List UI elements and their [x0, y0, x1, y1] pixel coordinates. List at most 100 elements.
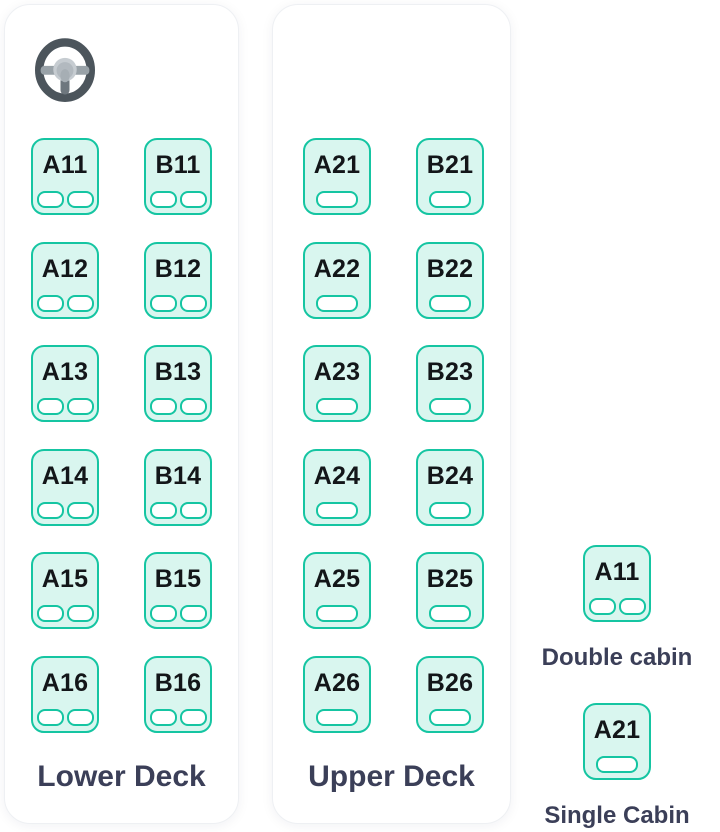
berth-pill [429, 191, 471, 208]
seat-label: B11 [155, 151, 201, 179]
seat-label: B22 [426, 254, 474, 283]
lower-deck-panel: A11 B11 A12 B12 A13 B13 A14 B14 A15 B15 A16 B16 Low… [4, 4, 239, 824]
berth-row [588, 598, 646, 615]
seat-label: A11 [594, 558, 640, 586]
seat-A13[interactable]: A13 [31, 345, 99, 422]
seat-label: A21 [313, 151, 361, 179]
berth-row [36, 501, 94, 519]
berth-row [316, 501, 358, 519]
legend-double-cabin-label: Double cabin [541, 644, 693, 671]
seat-B21[interactable]: B21 [416, 138, 484, 215]
berth-pill [316, 501, 358, 519]
berth-pill [66, 501, 94, 519]
berth-pill [36, 708, 64, 726]
seat-A22[interactable]: A22 [303, 241, 371, 319]
legend-single-cabin-label: Single Cabin [544, 802, 690, 829]
upper-deck-title: Upper Deck [308, 760, 475, 793]
seat-label: A22 [313, 254, 361, 283]
seat-label: B21 [426, 151, 474, 179]
berth-pill [179, 398, 207, 415]
berth-row [36, 294, 94, 312]
berth-row [36, 605, 94, 622]
seat-label: B16 [154, 668, 202, 697]
berth-pill [36, 501, 64, 519]
berth-pill [429, 398, 471, 415]
seat-A12[interactable]: A12 [31, 241, 99, 319]
seat-A23[interactable]: A23 [303, 345, 371, 422]
seat-A11[interactable]: A11 [31, 138, 99, 215]
berth-pill [149, 191, 177, 208]
seat-A15[interactable]: A15 [31, 552, 99, 629]
seat-A25[interactable]: A25 [303, 552, 371, 629]
seat-A24[interactable]: A24 [303, 448, 371, 526]
seat-label: B26 [426, 668, 474, 697]
seat-A11: A11 [583, 545, 651, 622]
seat-B25[interactable]: B25 [416, 552, 484, 629]
berth-row [149, 501, 207, 519]
lower-deck-title: Lower Deck [37, 760, 206, 793]
seat-label: A15 [41, 565, 89, 593]
berth-pill [316, 708, 358, 726]
seat-label: A11 [42, 151, 88, 179]
seat-label: A16 [41, 668, 89, 697]
seat-label: B25 [426, 565, 474, 593]
seat-label: B24 [426, 461, 474, 490]
seat-B12[interactable]: B12 [144, 241, 212, 319]
berth-row [316, 294, 358, 312]
berth-pill [179, 501, 207, 519]
berth-row [36, 398, 94, 415]
berth-pill [316, 398, 358, 415]
legend-single-cabin: A21 Single Cabin [537, 703, 697, 829]
berth-pill [179, 294, 207, 312]
lower-deck-seat-grid: A11 B11 A12 B12 A13 B13 A14 B14 A15 B15 A16 B16 [31, 138, 212, 733]
berth-row [149, 605, 207, 622]
berth-row [149, 191, 207, 208]
berth-pill [316, 294, 358, 312]
seat-label: B23 [426, 358, 474, 386]
seat-label: B15 [154, 565, 202, 593]
seat-label: B12 [154, 254, 202, 283]
berth-pill [66, 191, 94, 208]
berth-row [36, 708, 94, 726]
seat-A21[interactable]: A21 [303, 138, 371, 215]
seat-B16[interactable]: B16 [144, 655, 212, 733]
berth-row [149, 708, 207, 726]
berth-pill [618, 598, 646, 615]
berth-row [429, 708, 471, 726]
seat-B13[interactable]: B13 [144, 345, 212, 422]
seat-A14[interactable]: A14 [31, 448, 99, 526]
seat-label: A26 [313, 668, 361, 697]
berth-pill [36, 191, 64, 208]
seat-B22[interactable]: B22 [416, 241, 484, 319]
berth-pill [179, 191, 207, 208]
seat-A21: A21 [583, 703, 651, 780]
berth-row [429, 501, 471, 519]
berth-pill [596, 756, 638, 773]
berth-pill [429, 708, 471, 726]
berth-pill [429, 501, 471, 519]
seat-A16[interactable]: A16 [31, 655, 99, 733]
seat-B26[interactable]: B26 [416, 655, 484, 733]
berth-row [429, 398, 471, 415]
legend-single-cabin-seat-holder: A21 [537, 703, 697, 780]
berth-pill [149, 294, 177, 312]
seat-A26[interactable]: A26 [303, 655, 371, 733]
berth-pill [429, 294, 471, 312]
berth-row [149, 398, 207, 415]
seat-label: B13 [154, 358, 202, 386]
berth-row [429, 605, 471, 622]
seat-B24[interactable]: B24 [416, 448, 484, 526]
seat-B11[interactable]: B11 [144, 138, 212, 215]
seat-B23[interactable]: B23 [416, 345, 484, 422]
berth-row [429, 191, 471, 208]
seat-label: A21 [593, 716, 641, 744]
berth-pill [36, 398, 64, 415]
berth-pill [149, 398, 177, 415]
seat-B14[interactable]: B14 [144, 448, 212, 526]
seat-label: A12 [41, 254, 89, 283]
seat-B15[interactable]: B15 [144, 552, 212, 629]
berth-pill [179, 605, 207, 622]
berth-row [316, 605, 358, 622]
berth-pill [429, 605, 471, 622]
